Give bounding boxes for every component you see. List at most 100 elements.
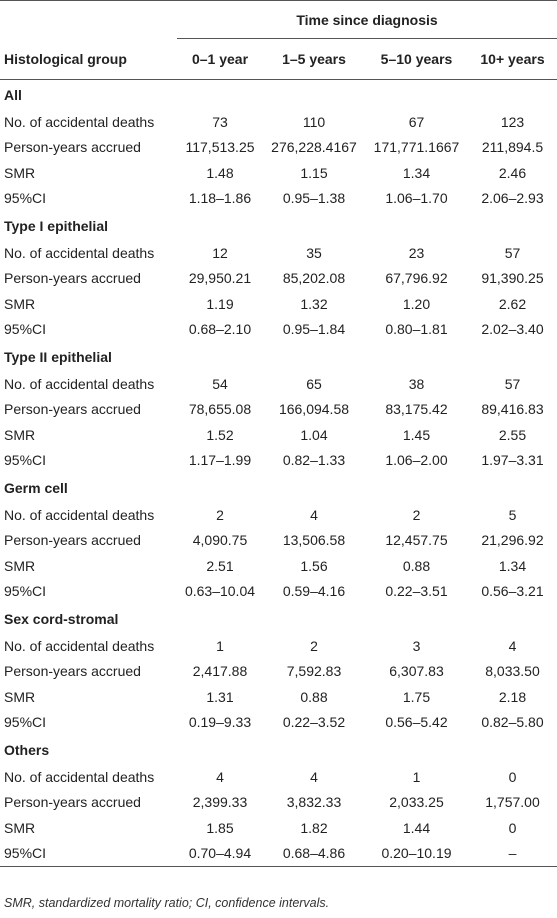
table-cell: 0.82–1.33	[282, 452, 346, 469]
period-header: 0–1 year	[177, 38, 263, 80]
table-cell: 0.56–3.21	[481, 583, 544, 600]
table-cell: 1	[216, 637, 224, 654]
table-cell: 0.56–5.42	[385, 714, 448, 731]
table-row: Person-years accrued 4,090.75 13,506.58 12,…	[0, 528, 557, 554]
table-cell: 7,592.83	[286, 663, 342, 680]
group-name: Type II epithelial	[4, 348, 112, 365]
table-row: No. of accidental deaths 1 2 3 4	[0, 633, 557, 659]
table-cell: 1.34	[402, 164, 431, 181]
table-row: No. of accidental deaths 2 4 2 5	[0, 502, 557, 528]
row-label: No. of accidental deaths	[4, 244, 155, 261]
time-since-diagnosis-header: Time since diagnosis	[177, 1, 557, 39]
table-cell: 57	[504, 244, 521, 261]
row-label: SMR	[4, 819, 36, 836]
table-cell: 1.04	[300, 426, 328, 443]
table-cell: 78,655.08	[188, 401, 252, 418]
table-cell: 4,090.75	[192, 532, 248, 549]
row-label: SMR	[4, 295, 36, 312]
table-cell: 1.06–2.00	[385, 452, 448, 469]
table-row: SMR 1.85 1.82 1.44 0	[0, 815, 557, 841]
table-cell: 2.51	[206, 557, 234, 574]
row-label: Person-years accrued	[4, 794, 141, 811]
table-cell: 0	[508, 768, 517, 785]
table-cell: 4	[216, 768, 224, 785]
group-header-row: Type II epithelial	[0, 342, 557, 371]
table-cell: 1.06–1.70	[385, 190, 448, 207]
row-label: No. of accidental deaths	[4, 768, 155, 785]
table-cell: 2.46	[498, 164, 527, 181]
row-label: Person-years accrued	[4, 270, 141, 287]
table-cell: 67	[408, 113, 425, 130]
table-cell: 0.82–5.80	[481, 714, 544, 731]
table-row: SMR 1.19 1.32 1.20 2.62	[0, 291, 557, 317]
row-label: Person-years accrued	[4, 401, 141, 418]
table-cell: 2,033.25	[389, 794, 444, 811]
table-cell: 1.17–1.99	[188, 452, 252, 469]
group-header-row: Type I epithelial	[0, 211, 557, 240]
table-cell: 0.20–10.19	[365, 840, 468, 867]
table-row: 95%CI 0.19–9.33 0.22–3.52 0.56–5.42 0.82–5.8…	[0, 710, 557, 736]
table-cell: 0.80–1.81	[385, 321, 448, 338]
table-cell: 0	[508, 819, 517, 836]
row-label: No. of accidental deaths	[4, 506, 155, 523]
group-name: All	[4, 86, 22, 103]
table-row: Person-years accrued 2,417.88 7,592.83 6,30…	[0, 659, 557, 685]
row-label: 95%CI	[4, 452, 47, 469]
table-cell: 1.44	[402, 819, 431, 836]
table-cell: 2	[412, 506, 421, 523]
table-cell: 2.55	[498, 426, 527, 443]
table-cell: 65	[306, 375, 322, 392]
group-name: Others	[4, 741, 50, 758]
table-cell: 2	[310, 637, 318, 654]
row-label: 95%CI	[4, 583, 47, 600]
table-cell: 2.18	[498, 688, 527, 705]
table-cell: 23	[408, 244, 425, 261]
table-cell: 211,894.5	[481, 139, 544, 156]
table-cell: 2.02–3.40	[481, 321, 544, 338]
table-row: 95%CI 1.18–1.86 0.95–1.38 1.06–1.70 2.06–2.9…	[0, 186, 557, 212]
table-cell: 110	[302, 113, 326, 130]
table-header: Time since diagnosis Histological group …	[0, 0, 557, 80]
table-cell: 5	[508, 506, 517, 523]
table-cell: –	[468, 840, 557, 867]
table-cell: 117,513.25	[185, 139, 255, 156]
table-cell: 73	[212, 113, 228, 130]
table-cell: 1.85	[206, 819, 234, 836]
group-header-row: Germ cell	[0, 473, 557, 502]
row-label: 95%CI	[4, 714, 47, 731]
table-cell: 35	[306, 244, 322, 261]
table-cell: 1.75	[402, 688, 431, 705]
table-cell: 0.70–4.94	[177, 840, 263, 867]
table-row: Person-years accrued 117,513.25 276,228.41…	[0, 135, 557, 161]
table-cell: 1,757.00	[485, 794, 540, 811]
table-row: No. of accidental deaths 54 65 38 57	[0, 371, 557, 397]
table-cell: 2,399.33	[192, 794, 248, 811]
table-cell: 2.62	[498, 295, 527, 312]
group-header-row: Sex cord-stromal	[0, 604, 557, 633]
table-cell: 2	[216, 506, 224, 523]
table-cell: 21,296.92	[481, 532, 544, 549]
table-cell: 54	[212, 375, 228, 392]
row-label: No. of accidental deaths	[4, 113, 155, 130]
table-row: No. of accidental deaths 12 35 23 57	[0, 240, 557, 266]
table-cell: 0.63–10.04	[184, 583, 256, 600]
histological-group-header: Histological group	[0, 38, 177, 80]
table-row: SMR 1.52 1.04 1.45 2.55	[0, 422, 557, 448]
table-cell: 1.32	[300, 295, 328, 312]
table-row: 95%CI 0.63–10.04 0.59–4.16 0.22–3.51 0.56–3.…	[0, 579, 557, 605]
table-row: 95%CI 1.17–1.99 0.82–1.33 1.06–2.00 1.97–3.3…	[0, 448, 557, 474]
row-label: 95%CI	[4, 190, 47, 207]
table-cell: 1.19	[206, 295, 234, 312]
table-cell: 0.88	[300, 688, 328, 705]
table-cell: 38	[408, 375, 425, 392]
period-header: 1–5 years	[263, 38, 365, 80]
row-label: SMR	[4, 688, 36, 705]
table-cell: 3,832.33	[286, 794, 342, 811]
table-row: 95%CI 0.68–2.10 0.95–1.84 0.80–1.81 2.02–3.4…	[0, 317, 557, 343]
table-body: All No. of accidental deaths 73 110 67 1 23 Per…	[0, 80, 557, 867]
row-label: No. of accidental deaths	[4, 637, 155, 654]
table-cell: 2,417.88	[192, 663, 248, 680]
table-cell: 8,033.50	[485, 663, 540, 680]
table-row: SMR 1.31 0.88 1.75 2.18	[0, 684, 557, 710]
